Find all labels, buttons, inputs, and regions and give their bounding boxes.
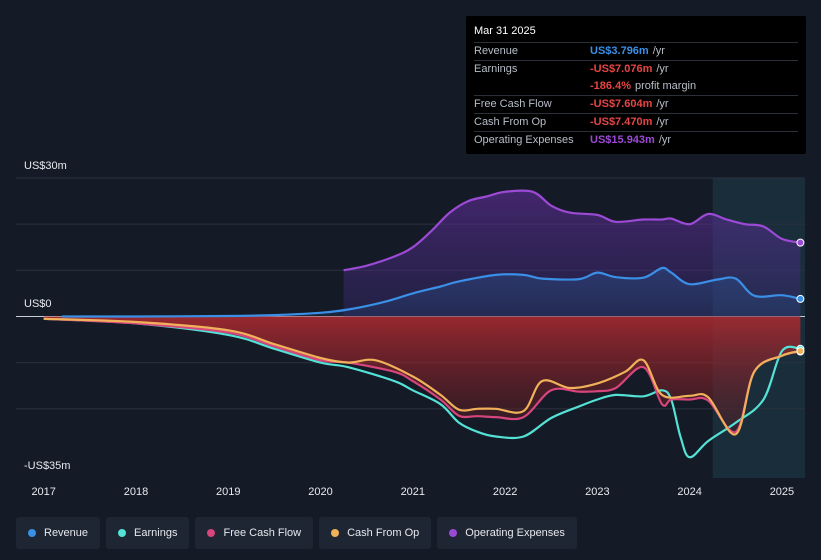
tooltip-row: -186.4% profit margin <box>474 78 798 95</box>
tooltip-row-unit: /yr <box>652 45 665 57</box>
legend-label: Earnings <box>134 527 178 539</box>
tooltip-row-label: Cash From Op <box>474 116 547 128</box>
tooltip-row-unit: /yr <box>656 116 669 128</box>
legend-item-earnings[interactable]: Earnings <box>106 517 190 549</box>
cash-from-op-line <box>43 317 801 436</box>
earnings-line <box>43 317 801 459</box>
x-tick-label: 2021 <box>401 486 425 498</box>
revenue-end-marker <box>796 294 805 303</box>
legend-item-cash-from-op[interactable]: Cash From Op <box>319 517 432 549</box>
legend-dot-icon <box>118 529 127 537</box>
tooltip-panel: Mar 31 2025 Revenue US$3.796m/yr Earnings -… <box>466 16 806 154</box>
legend-label: Free Cash Flow <box>223 527 302 539</box>
y-label-zero: US$0 <box>24 298 52 310</box>
x-tick-label: 2019 <box>216 486 240 498</box>
tooltip-row-unit: /yr <box>658 134 672 146</box>
legend-label: Operating Expenses <box>465 527 565 539</box>
legend-item-free-cash-flow[interactable]: Free Cash Flow <box>195 517 314 549</box>
tooltip-row: Earnings -US$7.076m/yr <box>474 60 798 78</box>
x-tick-label: 2023 <box>585 486 609 498</box>
negative-area <box>43 316 801 433</box>
x-tick-label: 2018 <box>124 486 148 498</box>
legend-dot-icon <box>449 529 458 537</box>
operating-expenses-line <box>343 189 801 272</box>
tooltip-row: Free Cash Flow -US$7.604m/yr <box>474 95 798 113</box>
tooltip-row-unit: /yr <box>656 98 669 110</box>
x-tick-label: 2020 <box>308 486 332 498</box>
tooltip-row: Revenue US$3.796m/yr <box>474 42 798 60</box>
tooltip-row-label: Revenue <box>474 45 519 57</box>
x-tick-label: 2025 <box>770 486 794 498</box>
revenue-line <box>62 266 801 318</box>
y-label-bottom: -US$35m <box>24 460 71 472</box>
x-tick-label: 2017 <box>31 486 55 498</box>
tooltip-row-unit: /yr <box>656 63 669 75</box>
tooltip-date: Mar 31 2025 <box>474 25 536 37</box>
tooltip-row-label: Operating Expenses <box>474 134 574 146</box>
tooltip-row-value: US$15.943m <box>590 134 655 146</box>
tooltip-row-value: US$3.796m <box>590 45 649 57</box>
tooltip-row-value: -186.4% <box>590 80 631 92</box>
legend-dot-icon <box>207 529 216 537</box>
tooltip-row: Cash From Op -US$7.470m/yr <box>474 113 798 131</box>
operating-expenses-end-marker <box>796 238 805 247</box>
legend: Revenue Earnings Free Cash Flow Cash From O… <box>16 517 577 549</box>
tooltip-row-value: -US$7.470m <box>590 116 653 128</box>
legend-dot-icon <box>331 529 340 537</box>
x-tick-label: 2022 <box>493 486 517 498</box>
tooltip-row-label: Earnings <box>474 63 518 75</box>
cash-from-op-end-marker <box>796 347 805 356</box>
tooltip-row-label: Free Cash Flow <box>474 98 552 110</box>
tooltip-row-unit: profit margin <box>634 80 697 92</box>
legend-label: Revenue <box>44 527 89 539</box>
legend-item-revenue[interactable]: Revenue <box>16 517 101 549</box>
legend-dot-icon <box>28 529 36 537</box>
legend-label: Cash From Op <box>347 527 420 539</box>
free-cash-flow-line <box>43 317 801 434</box>
tooltip-row: Operating Expenses US$15.943m/yr <box>474 131 798 149</box>
tooltip-row-value: -US$7.604m <box>590 98 653 110</box>
tooltip-row-label <box>474 78 590 95</box>
legend-item-operating-expenses[interactable]: Operating Expenses <box>437 517 577 549</box>
tooltip-row-value: -US$7.076m <box>590 63 653 75</box>
y-label-top: US$30m <box>24 160 67 172</box>
revenue-area <box>62 267 801 317</box>
x-tick-label: 2024 <box>677 486 701 498</box>
